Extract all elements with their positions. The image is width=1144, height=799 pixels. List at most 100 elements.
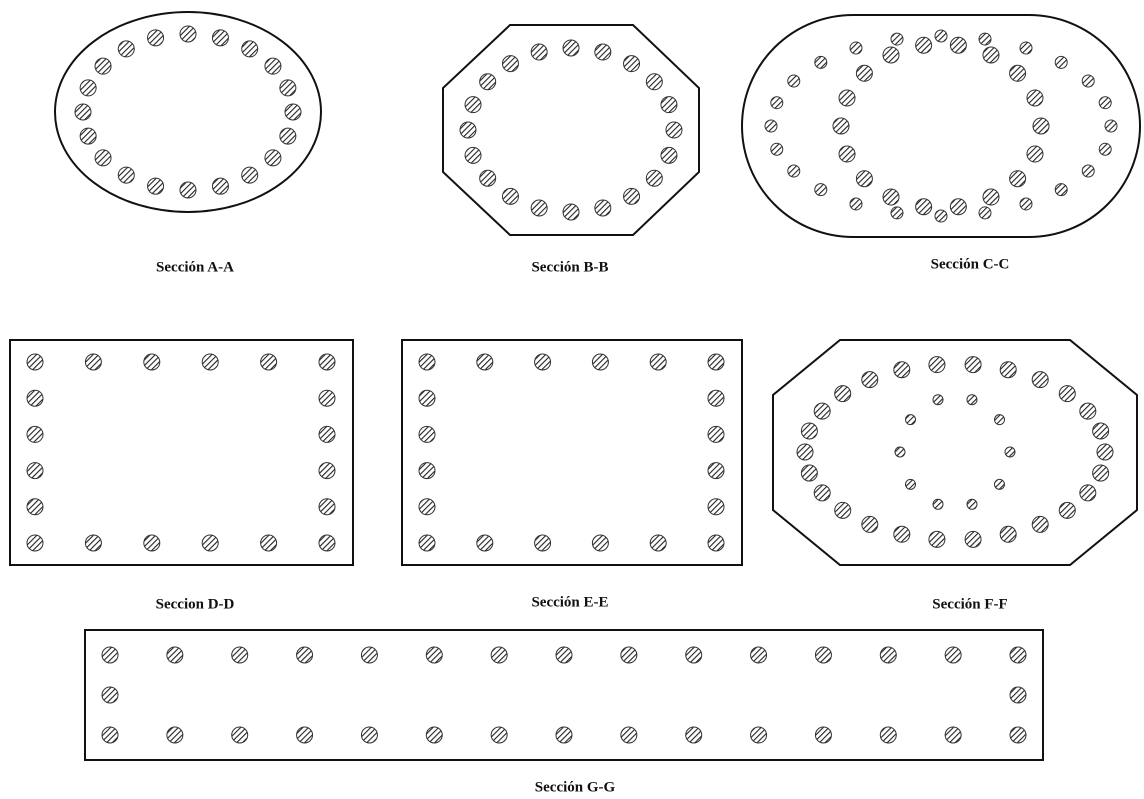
rebar	[751, 647, 767, 663]
rebar	[102, 647, 118, 663]
rebar	[979, 207, 991, 219]
rebar	[27, 354, 43, 370]
rebar	[850, 42, 862, 54]
rebar	[935, 30, 947, 42]
rebar	[979, 33, 991, 45]
rebar	[595, 200, 611, 216]
rebar	[945, 647, 961, 663]
rebar	[983, 189, 999, 205]
rebar	[621, 727, 637, 743]
rebar	[480, 74, 496, 90]
rebar	[1020, 42, 1032, 54]
rebar	[319, 499, 335, 515]
rebar	[950, 199, 966, 215]
rebar	[661, 97, 677, 113]
rebar	[592, 535, 608, 551]
rebar	[202, 354, 218, 370]
rebar	[95, 58, 111, 74]
rebar	[167, 647, 183, 663]
rebar	[1000, 526, 1016, 542]
rebar	[1032, 516, 1048, 532]
rebar	[839, 146, 855, 162]
rebar	[883, 189, 899, 205]
rebar	[1080, 403, 1096, 419]
rebar	[624, 188, 640, 204]
rebar	[1010, 687, 1026, 703]
rebar	[856, 171, 872, 187]
rebar	[1005, 447, 1015, 457]
rebar	[621, 647, 637, 663]
rebar	[531, 200, 547, 216]
rebar	[1105, 120, 1117, 132]
rebar	[556, 647, 572, 663]
rebar	[650, 354, 666, 370]
rebar	[297, 727, 313, 743]
section-label: Seccion D-D	[156, 596, 235, 612]
rebar	[419, 354, 435, 370]
rebar	[862, 516, 878, 532]
rebar	[1027, 90, 1043, 106]
rebar	[180, 26, 196, 42]
rebar	[280, 128, 296, 144]
rebar	[666, 122, 682, 138]
rebar	[80, 128, 96, 144]
rebar	[708, 499, 724, 515]
section-outline	[742, 15, 1140, 237]
rebar	[856, 65, 872, 81]
rebar	[502, 188, 518, 204]
rebar	[465, 147, 481, 163]
section-label: Sección A-A	[156, 259, 234, 275]
rebar	[929, 531, 945, 547]
rebar	[212, 30, 228, 46]
rebar	[118, 41, 134, 57]
rebar	[815, 56, 827, 68]
rebar	[531, 44, 547, 60]
rebar	[102, 687, 118, 703]
rebar	[535, 354, 551, 370]
rebar	[967, 499, 977, 509]
rebar	[265, 58, 281, 74]
rebar	[319, 354, 335, 370]
rebar	[1055, 56, 1067, 68]
rebar	[280, 80, 296, 96]
rebar	[891, 33, 903, 45]
rebar	[945, 727, 961, 743]
rebar	[1055, 184, 1067, 196]
rebar	[261, 354, 277, 370]
rebar	[361, 647, 377, 663]
rebar	[27, 426, 43, 442]
rebar	[148, 178, 164, 194]
rebar	[426, 647, 442, 663]
rebar	[261, 535, 277, 551]
rebar	[862, 372, 878, 388]
rebar	[1010, 171, 1026, 187]
rebar	[1027, 146, 1043, 162]
rebar	[1020, 198, 1032, 210]
rebar	[1010, 65, 1026, 81]
rebar	[891, 207, 903, 219]
rebar	[933, 499, 943, 509]
rebar	[102, 727, 118, 743]
rebar	[880, 727, 896, 743]
rebar	[491, 727, 507, 743]
section-outline	[773, 340, 1137, 565]
rebar	[835, 502, 851, 518]
rebar	[1033, 118, 1049, 134]
rebar	[771, 143, 783, 155]
rebar	[833, 118, 849, 134]
rebar	[180, 182, 196, 198]
rebar	[929, 357, 945, 373]
rebar	[646, 170, 662, 186]
rebar	[202, 535, 218, 551]
rebar	[788, 75, 800, 87]
rebar	[85, 354, 101, 370]
rebar	[144, 535, 160, 551]
rebar	[477, 535, 493, 551]
rebar	[880, 647, 896, 663]
rebar	[788, 165, 800, 177]
rebar	[708, 426, 724, 442]
rebar	[148, 30, 164, 46]
rebar	[1080, 485, 1096, 501]
rebar	[814, 403, 830, 419]
rebar	[361, 727, 377, 743]
